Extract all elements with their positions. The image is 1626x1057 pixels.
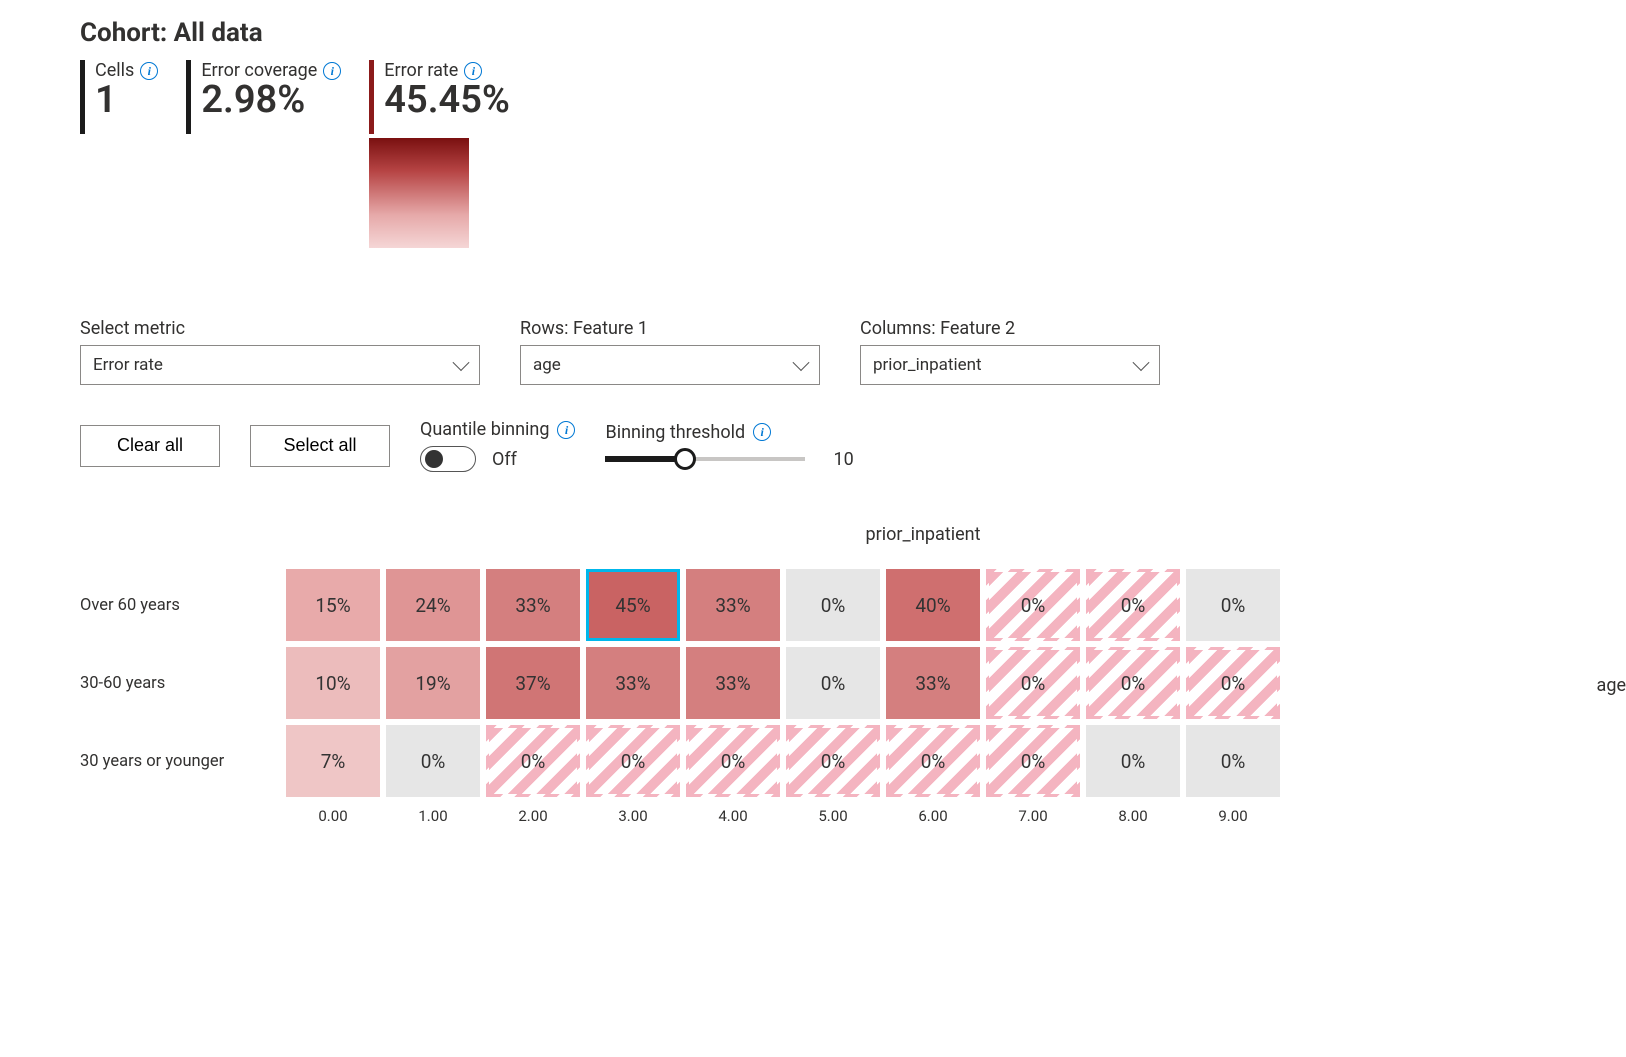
info-icon[interactable]: i — [464, 62, 482, 80]
heatmap-cell[interactable]: 0% — [786, 725, 880, 797]
heatmap: prior_inpatient Over 60 years15%24%33%45… — [80, 524, 1566, 825]
heatmap-col-label: 9.00 — [1186, 807, 1280, 825]
heatmap-cell[interactable]: 0% — [786, 647, 880, 719]
heatmap-col-label: 8.00 — [1086, 807, 1180, 825]
heatmap-col-label: 4.00 — [686, 807, 780, 825]
heatmap-cell[interactable]: 0% — [486, 725, 580, 797]
heatmap-col-label: 3.00 — [586, 807, 680, 825]
stats-row: Cells i 1 Error coverage i 2.98% Error r… — [80, 60, 1566, 248]
heatmap-col-label: 2.00 — [486, 807, 580, 825]
heatmap-cell[interactable]: 0% — [986, 569, 1080, 641]
stat-divider — [80, 60, 85, 134]
stat-cells: Cells i 1 — [80, 60, 158, 134]
heatmap-cell[interactable]: 45% — [586, 569, 680, 641]
heatmap-row-label: Over 60 years — [80, 596, 280, 615]
heatmap-row-label: 30-60 years — [80, 674, 280, 693]
chevron-down-icon — [453, 354, 470, 371]
heatmap-row-label: 30 years or younger — [80, 752, 280, 771]
heatmap-col-label: 7.00 — [986, 807, 1080, 825]
heatmap-cell[interactable]: 0% — [1086, 569, 1180, 641]
columns-select-value: prior_inpatient — [873, 355, 982, 375]
columns-select-label: Columns: Feature 2 — [860, 318, 1160, 339]
stat-error-rate-value: 45.45% — [384, 81, 510, 121]
heatmap-cell[interactable]: 0% — [786, 569, 880, 641]
heatmap-cell[interactable]: 19% — [386, 647, 480, 719]
heatmap-cell[interactable]: 0% — [886, 725, 980, 797]
rows-select-value: age — [533, 355, 561, 375]
binning-threshold-slider[interactable] — [605, 449, 805, 469]
heatmap-cell[interactable]: 0% — [986, 647, 1080, 719]
heatmap-cell[interactable]: 0% — [1186, 647, 1280, 719]
heatmap-row: 30-60 years10%19%37%33%33%0%33%0%0%0% — [80, 647, 1566, 719]
stat-error-rate: Error rate i 45.45% — [369, 60, 510, 134]
color-scale-swatch — [369, 138, 469, 248]
heatmap-cell[interactable]: 33% — [686, 569, 780, 641]
info-icon[interactable]: i — [140, 62, 158, 80]
heatmap-row: Over 60 years15%24%33%45%33%0%40%0%0%0% — [80, 569, 1566, 641]
stat-cells-value: 1 — [95, 81, 158, 121]
toggle-knob — [425, 450, 443, 468]
binning-threshold-label: Binning threshold — [605, 422, 745, 443]
heatmap-col-label: 1.00 — [386, 807, 480, 825]
heatmap-cell[interactable]: 0% — [686, 725, 780, 797]
controls-row: Select metric Error rate Rows: Feature 1… — [80, 318, 1566, 385]
cohort-title: Cohort: All data — [80, 18, 1566, 48]
options-row: Clear all Select all Quantile binning i … — [80, 419, 1566, 472]
cohort-prefix: Cohort: — [80, 18, 174, 48]
heatmap-cell[interactable]: 10% — [286, 647, 380, 719]
heatmap-cell[interactable]: 0% — [1186, 569, 1280, 641]
heatmap-cell[interactable]: 24% — [386, 569, 480, 641]
heatmap-col-label: 5.00 — [786, 807, 880, 825]
stat-error-coverage: Error coverage i 2.98% — [186, 60, 341, 134]
heatmap-cell[interactable]: 0% — [586, 725, 680, 797]
quantile-binning-toggle[interactable] — [420, 446, 476, 472]
stat-divider — [369, 60, 374, 134]
heatmap-cell[interactable]: 40% — [886, 569, 980, 641]
quantile-binning-label: Quantile binning — [420, 419, 549, 440]
slider-thumb[interactable] — [674, 448, 696, 470]
heatmap-cell[interactable]: 15% — [286, 569, 380, 641]
heatmap-cell[interactable]: 0% — [386, 725, 480, 797]
rows-select[interactable]: age — [520, 345, 820, 385]
heatmap-col-label: 6.00 — [886, 807, 980, 825]
rows-select-label: Rows: Feature 1 — [520, 318, 820, 339]
heatmap-cell[interactable]: 0% — [1186, 725, 1280, 797]
info-icon[interactable]: i — [753, 423, 771, 441]
heatmap-cell[interactable]: 0% — [1086, 647, 1180, 719]
binning-threshold-value: 10 — [833, 449, 853, 470]
heatmap-col-axis-title: prior_inpatient — [80, 524, 1566, 545]
metric-select[interactable]: Error rate — [80, 345, 480, 385]
heatmap-row: 30 years or younger7%0%0%0%0%0%0%0%0%0% — [80, 725, 1566, 797]
stat-error-coverage-value: 2.98% — [201, 81, 341, 121]
slider-fill — [605, 456, 685, 462]
chevron-down-icon — [1133, 354, 1150, 371]
chevron-down-icon — [793, 354, 810, 371]
heatmap-row-axis-title: age — [1597, 675, 1626, 696]
quantile-binning-state: Off — [492, 449, 517, 470]
heatmap-cell[interactable]: 33% — [486, 569, 580, 641]
heatmap-col-label: 0.00 — [286, 807, 380, 825]
heatmap-cell[interactable]: 33% — [686, 647, 780, 719]
heatmap-cell[interactable]: 33% — [586, 647, 680, 719]
columns-select[interactable]: prior_inpatient — [860, 345, 1160, 385]
stat-divider — [186, 60, 191, 134]
clear-all-button[interactable]: Clear all — [80, 425, 220, 467]
metric-select-label: Select metric — [80, 318, 480, 339]
heatmap-cell[interactable]: 7% — [286, 725, 380, 797]
heatmap-cell[interactable]: 33% — [886, 647, 980, 719]
info-icon[interactable]: i — [323, 62, 341, 80]
info-icon[interactable]: i — [557, 421, 575, 439]
metric-select-value: Error rate — [93, 355, 163, 375]
cohort-name: All data — [174, 18, 263, 48]
heatmap-cell[interactable]: 0% — [986, 725, 1080, 797]
select-all-button[interactable]: Select all — [250, 425, 390, 467]
heatmap-cell[interactable]: 0% — [1086, 725, 1180, 797]
heatmap-cell[interactable]: 37% — [486, 647, 580, 719]
